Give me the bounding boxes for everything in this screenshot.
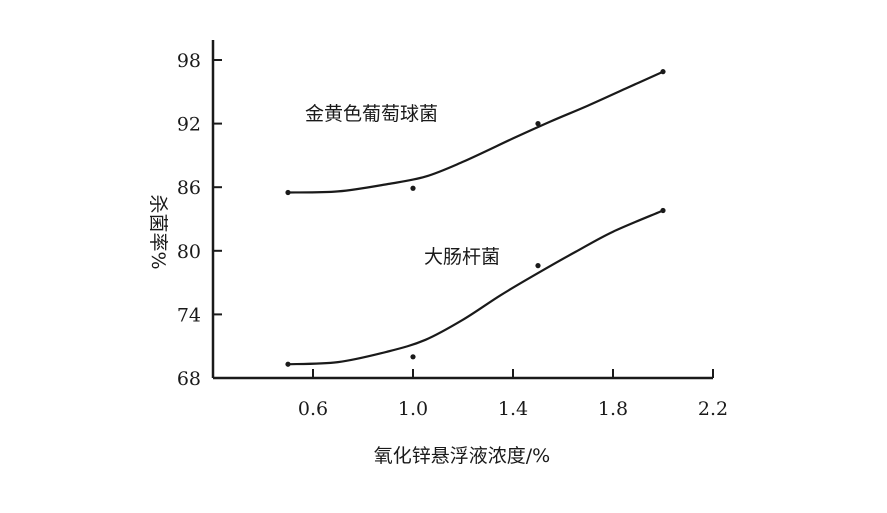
x-axis-title: 氧化锌悬浮液浓度/% — [374, 445, 550, 467]
y-axis-title: 杀菌率% — [147, 194, 169, 269]
y-tick-label: 74 — [177, 304, 201, 326]
data-point — [535, 263, 541, 269]
x-tick-label: 1.0 — [398, 398, 428, 420]
y-tick-label: 98 — [177, 50, 201, 72]
y-ticks: 68 74 80 86 92 98 — [177, 50, 222, 390]
series-label-ecoli: 大肠杆菌 — [424, 246, 500, 268]
data-point — [410, 185, 416, 191]
data-point — [660, 69, 666, 75]
y-tick-label: 80 — [177, 241, 201, 263]
data-point — [285, 361, 291, 367]
y-tick-label: 68 — [177, 368, 201, 390]
series-label-staphylococcus: 金黄色葡萄球菌 — [305, 103, 438, 125]
y-tick-label: 86 — [177, 177, 201, 199]
series-line-0 — [287, 70, 664, 194]
series-layer — [285, 69, 666, 367]
data-point — [535, 121, 541, 127]
x-ticks: 0.6 1.0 1.4 1.8 2.2 — [298, 369, 728, 420]
x-tick-label: 2.2 — [698, 398, 728, 420]
series-line-1 — [287, 209, 664, 366]
data-point — [285, 189, 291, 196]
data-point — [410, 354, 416, 360]
chart-axes — [211, 40, 713, 380]
x-tick-label: 0.6 — [298, 398, 328, 420]
y-tick-label: 92 — [177, 114, 201, 136]
x-tick-label: 1.8 — [598, 398, 628, 420]
x-tick-label: 1.4 — [498, 398, 528, 420]
data-point — [660, 207, 666, 214]
